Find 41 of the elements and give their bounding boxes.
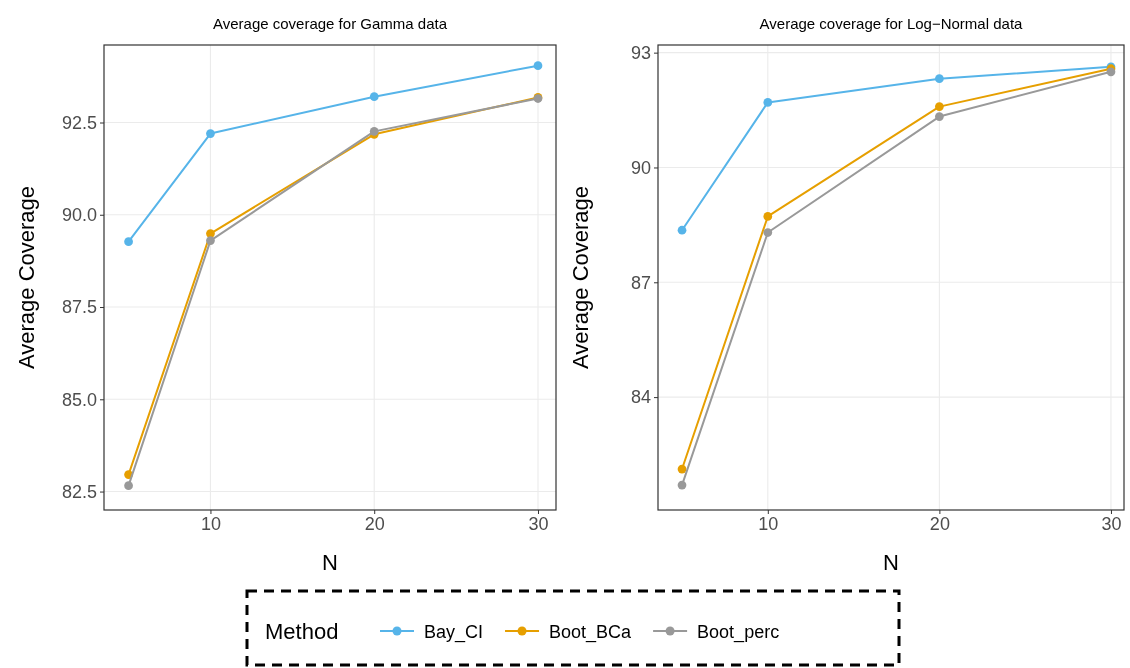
legend-label: Boot_BCa xyxy=(549,622,633,643)
y-tick-label: 87 xyxy=(630,272,651,293)
x-tick-label: 20 xyxy=(929,513,950,534)
point xyxy=(677,225,687,235)
x-tick-label: 10 xyxy=(200,513,221,534)
point xyxy=(206,229,215,238)
x-tick-label: 20 xyxy=(364,513,385,534)
point xyxy=(206,236,215,245)
y-tick-label: 85.0 xyxy=(61,389,97,410)
point xyxy=(206,129,215,138)
point xyxy=(763,228,773,237)
legend-label: Bay_CI xyxy=(424,622,484,643)
legend-title: Method xyxy=(265,619,339,644)
point xyxy=(935,112,944,121)
y-axis-title: Average Coverage xyxy=(568,185,593,370)
y-tick-label: 93 xyxy=(630,42,651,63)
point xyxy=(124,481,133,490)
chart-title: Average coverage for Log−Normal data xyxy=(759,15,1024,32)
y-tick-label: 90.0 xyxy=(61,205,97,226)
y-axis-title: Average Coverage xyxy=(14,185,39,370)
point xyxy=(935,102,944,111)
x-axis-title: N xyxy=(322,550,338,575)
y-tick-label: 90 xyxy=(630,157,651,178)
point xyxy=(763,212,773,221)
point xyxy=(124,237,133,247)
point xyxy=(677,480,687,490)
y-tick-label: 87.5 xyxy=(61,297,97,318)
x-axis-title: N xyxy=(883,550,899,575)
point xyxy=(763,98,773,107)
point xyxy=(369,92,379,102)
x-tick-label: 30 xyxy=(528,513,549,534)
chart-title: Average coverage for Gamma data xyxy=(212,15,448,32)
point xyxy=(533,61,543,71)
legend-label: Boot_perc xyxy=(697,622,780,643)
y-tick-label: 82.5 xyxy=(61,481,97,502)
point xyxy=(935,74,944,84)
x-tick-label: 30 xyxy=(1101,513,1122,534)
point xyxy=(677,464,687,474)
y-tick-label: 92.5 xyxy=(61,112,97,133)
x-tick-label: 10 xyxy=(758,513,779,534)
y-tick-label: 84 xyxy=(630,387,651,408)
